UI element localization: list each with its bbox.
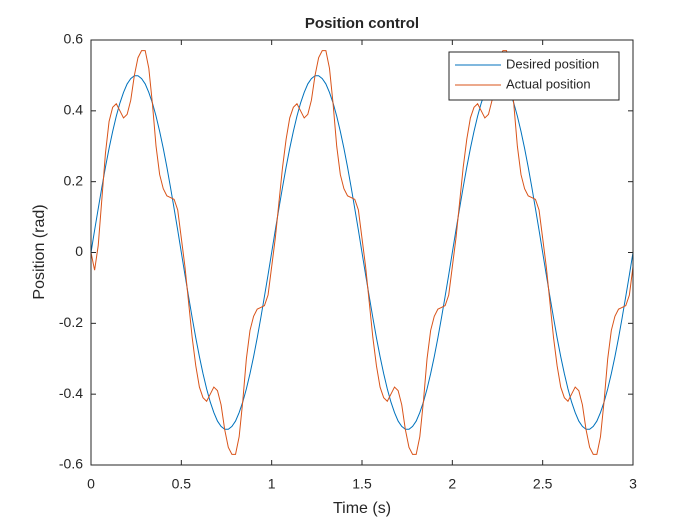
x-tick-label: 2 — [448, 476, 456, 492]
legend-label: Actual position — [506, 76, 591, 91]
y-tick-label: 0.2 — [64, 172, 84, 188]
x-tick-label: 1.5 — [352, 476, 372, 492]
data-line — [90, 75, 634, 430]
y-axis-label: Position (rad) — [31, 204, 48, 299]
y-tick-label: 0.6 — [64, 31, 84, 47]
x-tick-label: 3 — [629, 476, 637, 492]
data-line — [90, 50, 634, 455]
legend-box — [448, 51, 620, 101]
x-axis-label: Time (s) — [333, 500, 391, 517]
plot-frame — [90, 39, 634, 466]
x-tick-label: 2.5 — [533, 476, 553, 492]
x-tick-label: 0.5 — [172, 476, 192, 492]
y-tick-label: -0.4 — [59, 385, 83, 401]
x-tick-label: 0 — [87, 476, 95, 492]
legend-label: Desired position — [506, 56, 599, 71]
y-tick-label: -0.6 — [59, 456, 83, 472]
y-tick-label: 0.4 — [64, 102, 84, 118]
y-tick-label: 0 — [75, 243, 83, 259]
y-tick-label: -0.2 — [59, 314, 83, 330]
x-tick-label: 1 — [268, 476, 276, 492]
chart-title: Position control — [305, 15, 419, 32]
